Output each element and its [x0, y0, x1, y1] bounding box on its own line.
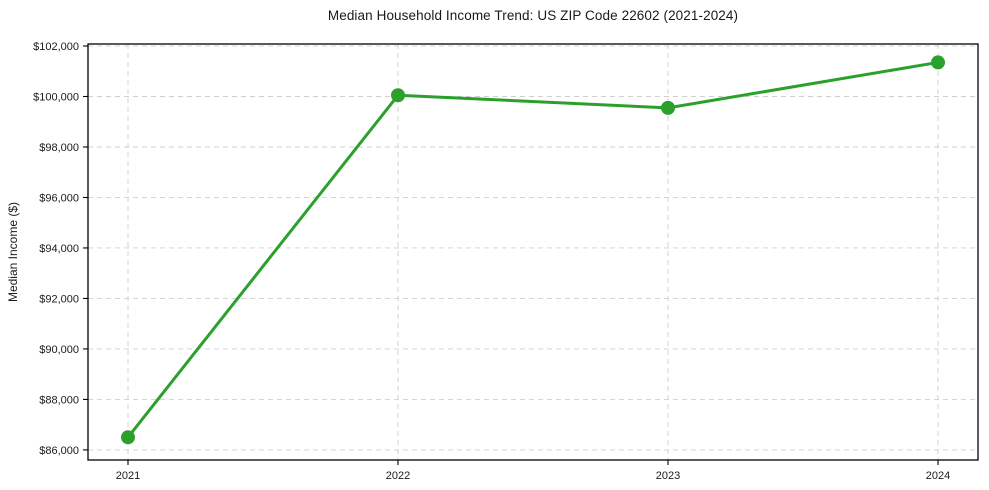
x-tick-label: 2024: [926, 470, 950, 482]
data-point: [661, 100, 675, 115]
y-tick-label: $88,000: [39, 394, 79, 406]
data-point: [391, 88, 405, 103]
x-tick-label: 2023: [656, 470, 680, 482]
y-tick-label: $102,000: [33, 41, 79, 53]
chart-title: Median Household Income Trend: US ZIP Co…: [327, 8, 739, 23]
y-tick-label: $98,000: [39, 142, 79, 154]
y-tick-label: $100,000: [33, 92, 79, 104]
y-tick-label: $92,000: [39, 293, 79, 305]
plot-border: [87, 43, 979, 461]
data-point: [931, 55, 945, 70]
y-tick-label: $90,000: [39, 344, 79, 356]
y-tick-label: $86,000: [39, 445, 79, 457]
y-tick-label: $94,000: [39, 243, 79, 255]
data-point: [121, 430, 135, 445]
x-tick-label: 2022: [386, 470, 410, 482]
x-tick-label: 2021: [116, 470, 140, 482]
trend-line: [126, 60, 940, 439]
y-tick-label: $96,000: [39, 192, 79, 204]
